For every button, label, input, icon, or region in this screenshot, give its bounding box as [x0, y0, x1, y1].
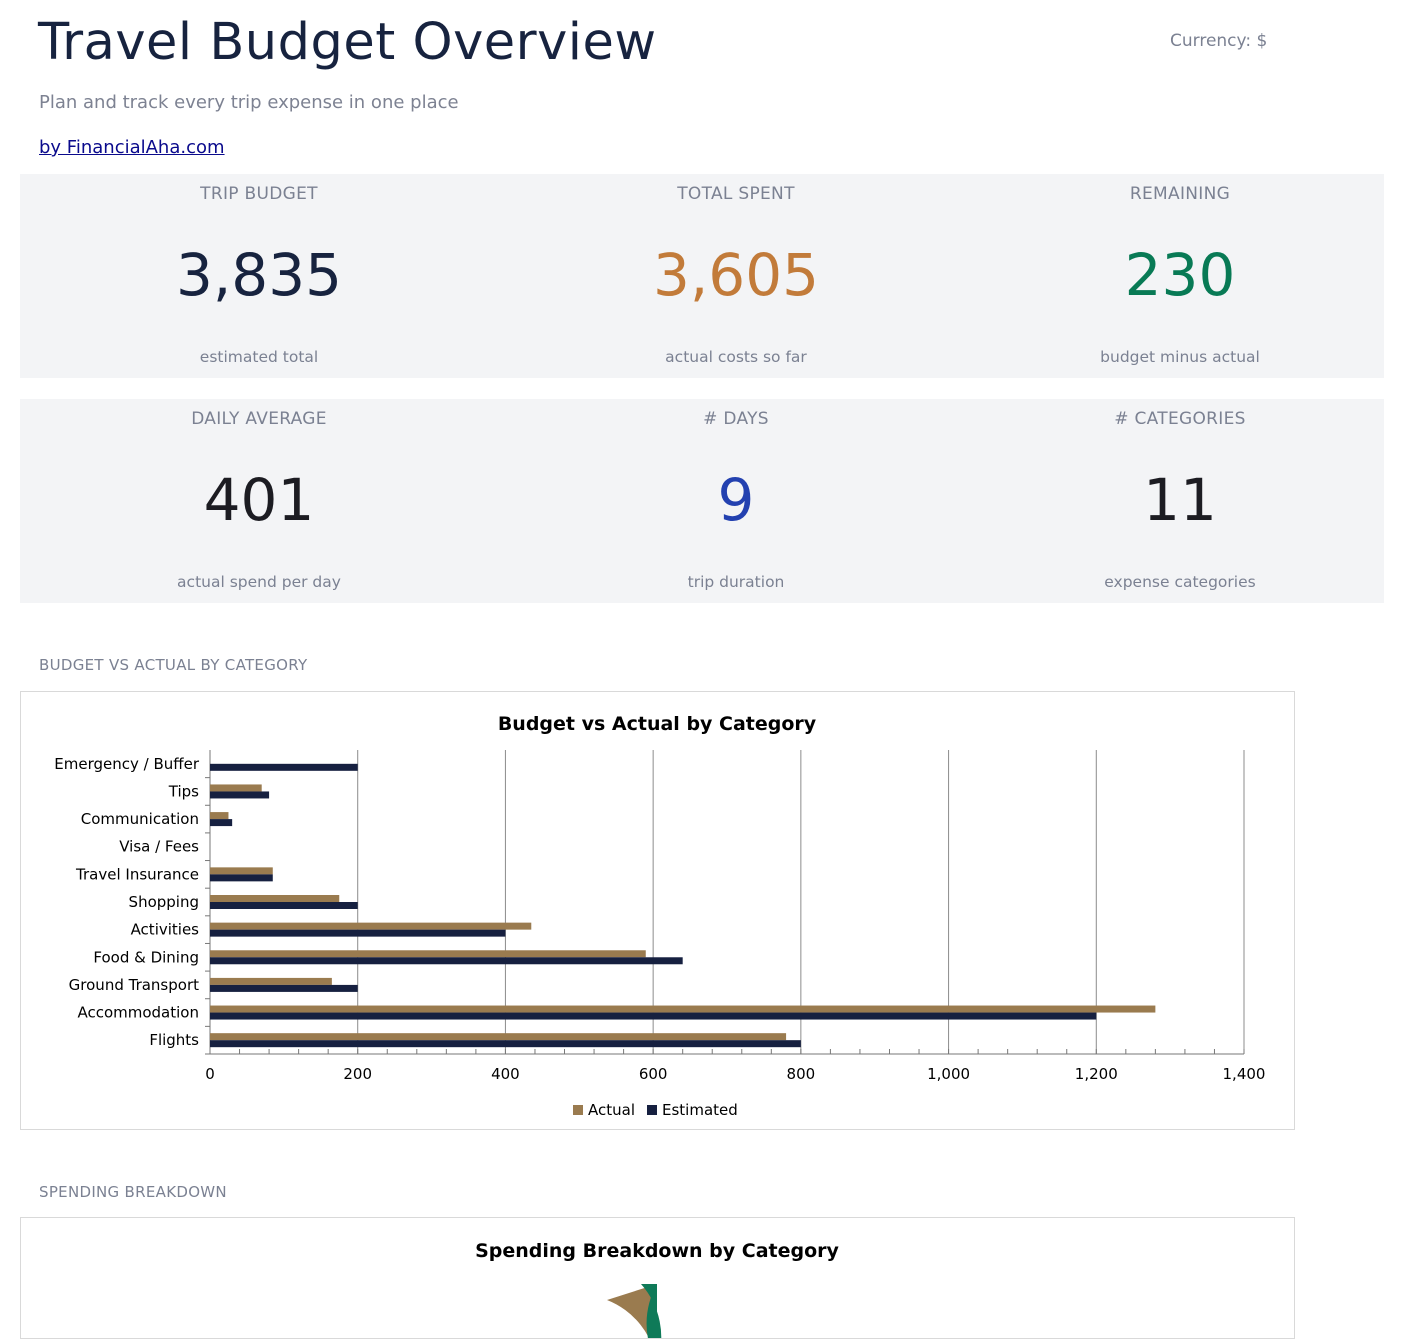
kpi-row-secondary: DAILY AVERAGE 401 actual spend per day #… — [20, 399, 1384, 603]
kpi-value: 3,605 — [652, 241, 820, 309]
kpi-row-primary: TRIP BUDGET 3,835 estimated total TOTAL … — [20, 174, 1384, 378]
kpi-value: 11 — [1143, 466, 1217, 534]
bar-estimated — [210, 984, 358, 992]
bar-estimated — [210, 763, 358, 771]
kpi-total-spent: TOTAL SPENT 3,605 actual costs so far — [536, 174, 936, 378]
bar-chart-panel: Budget vs Actual by Category 0 200 400 600 8… — [20, 691, 1295, 1130]
bar-actual — [210, 812, 229, 820]
bar-actual — [210, 895, 340, 902]
page-subtitle: Plan and track every trip expense in one… — [39, 92, 459, 113]
kpi-caption: trip duration — [687, 573, 785, 591]
x-tick-label: 1,400 — [1223, 1065, 1266, 1083]
x-tick-label: 200 — [343, 1065, 372, 1083]
kpi-value: 3,835 — [175, 241, 343, 309]
section-label-spending-breakdown: SPENDING BREAKDOWN — [39, 1183, 227, 1201]
category-label: Travel Insurance — [75, 865, 199, 883]
legend-swatch-estimated — [647, 1105, 657, 1115]
kpi-caption: estimated total — [199, 348, 319, 366]
bar-estimated — [210, 902, 358, 909]
currency-label: Currency: $ — [1170, 31, 1268, 51]
kpi-value: 230 — [1124, 241, 1236, 309]
bar-estimated — [210, 1012, 1097, 1020]
kpi-value: 401 — [203, 466, 315, 534]
kpi-categories: # CATEGORIES 11 expense categories — [980, 399, 1380, 603]
bar-estimated — [210, 1040, 801, 1048]
category-label: Emergency / Buffer — [54, 755, 200, 773]
kpi-label: REMAINING — [1129, 184, 1231, 204]
category-label: Visa / Fees — [119, 838, 199, 856]
category-label: Ground Transport — [69, 976, 199, 994]
kpi-remaining: REMAINING 230 budget minus actual — [980, 174, 1380, 378]
bar-actual — [210, 784, 262, 792]
kpi-caption: budget minus actual — [1100, 348, 1260, 366]
x-tick-label: 600 — [639, 1065, 668, 1083]
x-tick-label: 1,200 — [1075, 1065, 1118, 1083]
kpi-label: # DAYS — [703, 409, 769, 429]
bar-actual — [210, 867, 273, 875]
pie-slices — [607, 1284, 662, 1338]
category-label: Accommodation — [77, 1004, 199, 1022]
category-label: Tips — [168, 782, 199, 800]
pie-chart: Spending Breakdown by Category — [475, 1240, 840, 1338]
bar-chart: Budget vs Actual by Category 0 200 400 600 8… — [54, 713, 1266, 1119]
category-label: Activities — [131, 921, 200, 939]
kpi-caption: expense categories — [1104, 573, 1256, 591]
bar-actual — [210, 977, 332, 985]
x-tick-label: 400 — [491, 1065, 520, 1083]
chart-title: Budget vs Actual by Category — [498, 713, 817, 735]
bar-estimated — [210, 874, 273, 882]
x-tick-label: 800 — [787, 1065, 816, 1083]
bar-estimated — [210, 957, 683, 965]
kpi-label: TOTAL SPENT — [677, 184, 795, 204]
section-label-budget-vs-actual: BUDGET VS ACTUAL BY CATEGORY — [39, 656, 308, 674]
kpi-caption: actual costs so far — [665, 348, 807, 366]
bar-estimated — [210, 819, 233, 827]
legend-label-estimated: Estimated — [662, 1101, 738, 1119]
category-label: Shopping — [129, 893, 199, 911]
legend-label-actual: Actual — [588, 1101, 635, 1119]
chart-title: Spending Breakdown by Category — [475, 1240, 839, 1262]
bar-actual — [210, 1005, 1156, 1013]
kpi-daily-average: DAILY AVERAGE 401 actual spend per day — [59, 399, 459, 603]
category-label: Flights — [149, 1031, 199, 1049]
kpi-value: 9 — [717, 466, 755, 534]
kpi-caption: actual spend per day — [177, 573, 341, 591]
category-label: Food & Dining — [93, 948, 199, 966]
bar-actual — [210, 950, 646, 958]
kpi-label: # CATEGORIES — [1114, 409, 1246, 429]
bar-estimated — [210, 929, 506, 937]
legend-swatch-actual — [573, 1105, 583, 1115]
bar-actual — [210, 1033, 787, 1041]
kpi-trip-budget: TRIP BUDGET 3,835 estimated total — [59, 174, 459, 378]
kpi-days: # DAYS 9 trip duration — [536, 399, 936, 603]
bar-actual — [210, 922, 532, 930]
category-label: Communication — [81, 810, 199, 828]
pie-chart-panel: Spending Breakdown by Category — [20, 1217, 1295, 1339]
x-tick-label: 0 — [205, 1065, 215, 1083]
kpi-label: TRIP BUDGET — [200, 184, 318, 204]
credit-link[interactable]: by FinancialAha.com — [39, 137, 225, 158]
kpi-label: DAILY AVERAGE — [191, 409, 327, 429]
page-title: Travel Budget Overview — [38, 13, 657, 72]
bar-estimated — [210, 791, 270, 799]
x-tick-label: 1,000 — [927, 1065, 970, 1083]
